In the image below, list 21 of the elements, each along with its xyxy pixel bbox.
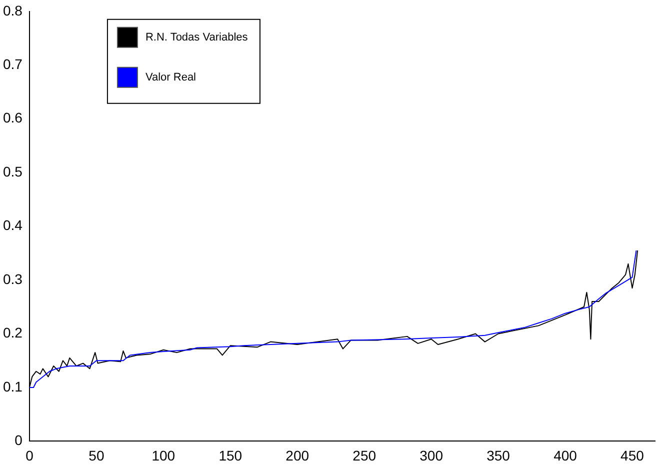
x-tick-label: 400 [554, 447, 578, 464]
x-tick-label: 450 [620, 447, 644, 464]
y-tick-label: 0.2 [2, 324, 23, 341]
x-tick-label: 200 [286, 447, 310, 464]
y-tick-label: 0.4 [2, 217, 23, 234]
y-tick-label: 0.7 [2, 56, 23, 72]
x-tick-label: 0 [26, 447, 34, 464]
x-tick-label: 300 [420, 447, 444, 464]
y-tick-label: 0.5 [2, 163, 23, 180]
legend-label: R.N. Todas Variables [145, 31, 248, 44]
y-tick-label: 0 [14, 432, 23, 448]
y-tick-label: 0.3 [2, 270, 23, 287]
x-tick-label: 50 [88, 447, 104, 464]
x-tick-label: 350 [486, 447, 510, 464]
x-tick-label: 250 [352, 447, 376, 464]
x-tick-label: 150 [218, 447, 242, 464]
y-tick-label: 0.6 [2, 110, 23, 126]
legend-label: Valor Real [145, 71, 196, 84]
y-tick-label: 0.1 [2, 378, 23, 394]
x-tick-label: 100 [152, 447, 176, 464]
y-tick-label: 0.8 [2, 2, 23, 18]
